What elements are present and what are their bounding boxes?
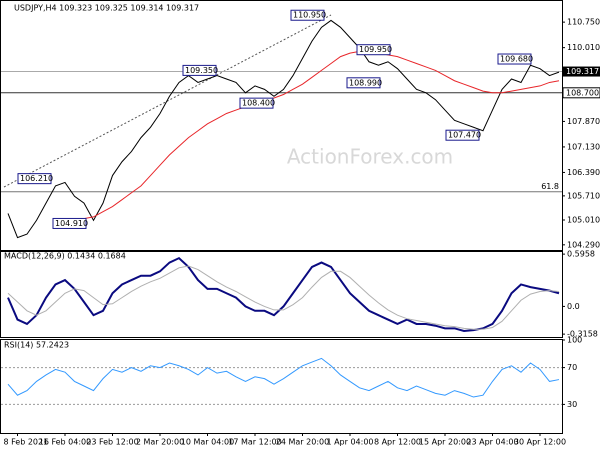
x-tick-label: 2 Mar 20:00 xyxy=(136,438,184,447)
series-line xyxy=(7,19,560,239)
y-tick-label: 70 xyxy=(567,363,577,372)
y-tick-label: 0.5958 xyxy=(567,250,595,259)
y-tick-label: 104.290 xyxy=(567,240,600,249)
y-tick-label: 0.0 xyxy=(567,302,580,311)
price-panel xyxy=(0,0,563,251)
fib-label: 61.8 xyxy=(541,182,559,191)
macd-panel xyxy=(0,251,563,338)
x-tick-label: 30 Apr 12:00 xyxy=(514,438,566,447)
level-box xyxy=(562,87,600,99)
annotation-label: 106.210 xyxy=(20,174,53,183)
rsi-panel xyxy=(0,339,563,434)
series-line xyxy=(7,357,560,398)
current-label: 109.317 xyxy=(566,67,599,76)
annotation-box xyxy=(445,129,480,141)
series-line xyxy=(7,256,560,332)
series-line xyxy=(55,50,560,225)
annotation-label: 109.680 xyxy=(500,55,533,64)
annotation-box xyxy=(52,217,87,229)
price-title: USDJPY,H4 109.323 109.325 109.314 109.31… xyxy=(14,4,199,13)
annotation-box xyxy=(346,77,381,89)
y-tick-label: -0.3158 xyxy=(567,330,598,339)
x-tick-label: 15 Apr 20:00 xyxy=(419,438,471,447)
x-tick-label: 10 Mar 04:00 xyxy=(181,438,234,447)
annotation-box xyxy=(182,64,217,76)
trend-line xyxy=(3,14,332,188)
y-tick-label: 30 xyxy=(567,400,577,409)
y-tick-label: 105.010 xyxy=(567,216,600,225)
y-tick-label: 110.750 xyxy=(567,18,600,27)
macd-title: MACD(12,26,9) 0.1434 0.1684 xyxy=(4,252,126,261)
x-tick-label: 1 Apr 04:00 xyxy=(326,438,373,447)
x-tick-label: 23 Apr 04:00 xyxy=(466,438,518,447)
x-tick-label: 23 Feb 12:00 xyxy=(86,438,138,447)
x-tick-label: 16 Feb 04:00 xyxy=(39,438,91,447)
y-tick-label: 106.390 xyxy=(567,168,600,177)
y-tick-label: 107.870 xyxy=(567,117,600,126)
y-tick-label: 105.710 xyxy=(567,191,600,200)
annotation-label: 107.470 xyxy=(448,131,481,140)
annotation-label: 109.950 xyxy=(359,45,392,54)
annotation-box xyxy=(497,53,532,65)
y-tick-label: 107.130 xyxy=(567,142,600,151)
x-tick-label: 8 Feb 2021 xyxy=(4,438,49,447)
annotation-label: 108.990 xyxy=(349,78,382,87)
annotation-label: 109.350 xyxy=(185,66,218,75)
annotation-box xyxy=(356,44,391,56)
annotation-box xyxy=(290,9,325,21)
annotation-label: 108.400 xyxy=(242,99,275,108)
watermark: ActionForex.com xyxy=(287,145,453,169)
x-tick-label: 24 Mar 20:00 xyxy=(276,438,329,447)
x-tick-label: 8 Apr 12:00 xyxy=(374,438,421,447)
series-line xyxy=(7,265,560,330)
level-label: 108.700 xyxy=(566,88,599,97)
y-tick-label: 110.010 xyxy=(567,43,600,52)
annotation-box xyxy=(239,97,274,109)
current-box xyxy=(563,66,600,77)
x-tick-label: 17 Mar 12:00 xyxy=(228,438,281,447)
y-tick-label: 100 xyxy=(567,336,582,345)
annotation-label: 110.950 xyxy=(293,11,326,20)
annotation-label: 104.910 xyxy=(55,219,88,228)
rsi-title: RSI(14) 57.2423 xyxy=(4,341,69,350)
annotation-box xyxy=(17,173,52,185)
